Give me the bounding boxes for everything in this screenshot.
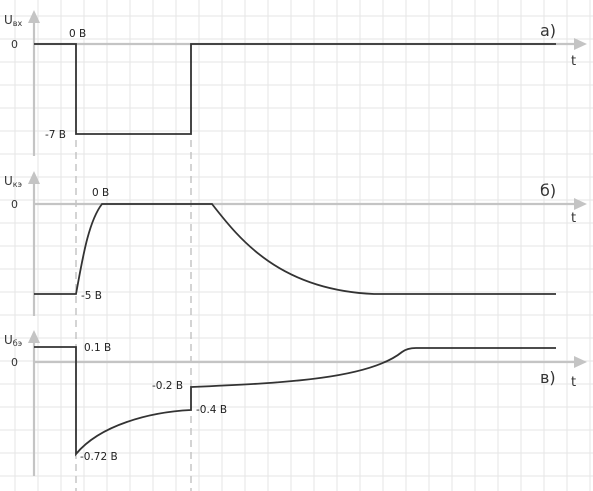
- panel-a-low-label: -7 В: [45, 129, 66, 141]
- panel-a-y-arrow-icon: [28, 10, 40, 23]
- panel-c-zero-tick: 0: [11, 356, 18, 369]
- panel-b: Uкэ 0 б) t 0 В -5 В: [4, 171, 587, 316]
- panel-a-t-label: t: [571, 54, 576, 69]
- panel-a-high-label: 0 В: [69, 28, 86, 40]
- panel-b-high-label: 0 В: [92, 187, 109, 199]
- panel-c-before-jump-label: -0.4 В: [196, 404, 227, 416]
- panel-c-axis-name: Uбэ: [4, 333, 22, 348]
- panel-c-after-jump-label: -0.2 В: [152, 380, 183, 392]
- panel-c-t-label: t: [571, 375, 576, 390]
- panel-b-label: б): [540, 181, 556, 200]
- panel-c-initial-label: 0.1 В: [84, 342, 111, 354]
- panel-c-t-arrow-icon: [574, 356, 587, 368]
- panel-c-base-voltage: [34, 346, 556, 457]
- panel-a-input-signal: [34, 43, 556, 135]
- panel-b-t-arrow-icon: [574, 198, 587, 210]
- panel-b-y-arrow-icon: [28, 171, 40, 184]
- panel-b-zero-tick: 0: [11, 198, 18, 211]
- panel-b-t-label: t: [571, 211, 576, 226]
- panel-a-zero-tick: 0: [11, 38, 18, 51]
- panel-c-min-label: -0.72 В: [80, 451, 118, 463]
- panel-c-label: в): [540, 368, 556, 387]
- panel-a: Uвх 0 а) t 0 В -7 В: [4, 10, 587, 156]
- panel-c-y-arrow-icon: [28, 330, 40, 343]
- panel-c: Uбэ 0 в) t 0.1 В -0.72 В -0.4 В -0.2 В: [4, 330, 587, 476]
- panel-a-t-arrow-icon: [574, 38, 587, 50]
- panel-a-label: а): [540, 21, 556, 40]
- panel-a-axis-name: Uвх: [4, 13, 23, 28]
- panel-b-collector-voltage: [34, 203, 556, 295]
- panel-b-low-label: -5 В: [81, 290, 102, 302]
- panel-b-axis-name: Uкэ: [4, 174, 22, 189]
